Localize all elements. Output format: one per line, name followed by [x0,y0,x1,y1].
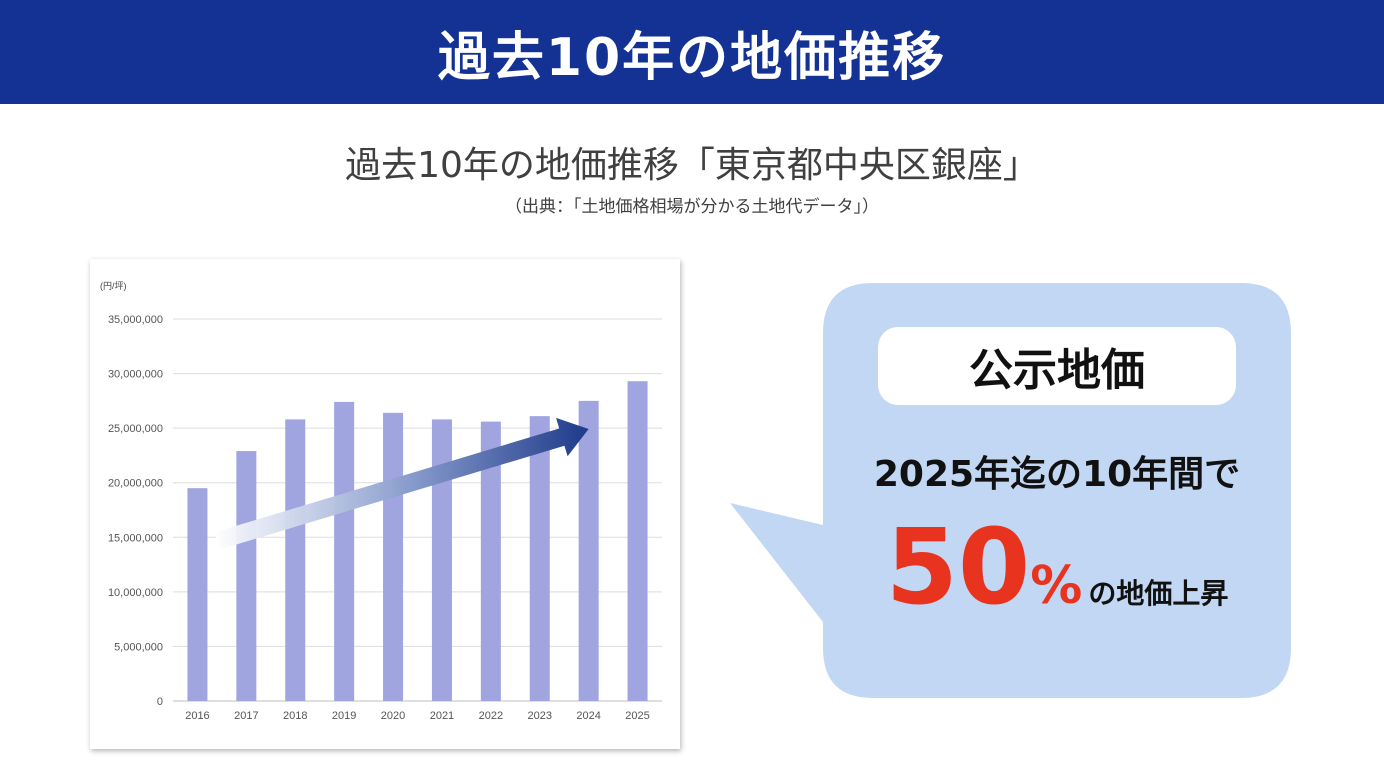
y-tick-label: 35,000,000 [108,314,163,326]
pill-label: 公示地価 [969,345,1145,396]
x-tick-label: 2025 [625,710,649,722]
x-tick-label: 2016 [185,710,209,722]
x-tick-label: 2024 [576,710,600,722]
percent-value: 50 [885,506,1031,628]
bar-2018 [285,419,306,701]
x-tick-label: 2022 [479,710,503,722]
x-tick-label: 2023 [528,710,552,722]
x-tick-label: 2017 [234,710,258,722]
chart-subtitle: 過去10年の地価推移「東京都中央区銀座」 [345,145,1039,186]
y-tick-label: 0 [157,696,163,708]
y-tick-label: 15,000,000 [108,532,163,544]
banner-title: 過去10年の地価推移 [437,27,947,88]
speech-bubble: 公示地価 2025年迄の10年間で 50 % の地価上昇 [823,283,1291,698]
source-note: （出典：「土地価格相場が分かる土地代データ」） [505,197,879,217]
header-banner: 過去10年の地価推移 [0,0,1384,104]
y-tick-label: 25,000,000 [108,423,163,435]
y-tick-label: 30,000,000 [108,369,163,381]
increase-label: の地価上昇 [1088,577,1229,610]
unit-label: (円/坪) [100,281,127,291]
chart-card: (円/坪) 0 5,000,000 10,000,000 15,000,000 20,00… [90,259,680,749]
trend-arrow-icon [214,417,589,550]
x-tick-label: 2020 [381,710,405,722]
increase-line: 50 % の地価上昇 [823,515,1291,619]
label-pill: 公示地価 [878,327,1236,405]
x-tick-label: 2019 [332,710,356,722]
bar-2021 [431,419,452,701]
bar-2023 [529,416,550,701]
x-tick-label: 2021 [430,710,454,722]
y-tick-label: 5,000,000 [114,641,163,653]
bar-2024 [578,400,599,701]
bar-2019 [334,401,355,701]
bar-2016 [187,488,208,701]
bar-2017 [236,451,257,701]
percent-sign: % [1030,556,1083,616]
bar-2022 [480,421,501,701]
bar-2025 [627,381,648,701]
y-tick-label: 10,000,000 [108,587,163,599]
x-tick-label: 2018 [283,710,307,722]
period-text: 2025年迄の10年間で [873,454,1241,495]
y-tick-label: 20,000,000 [108,478,163,490]
bar-chart: (円/坪) 0 5,000,000 10,000,000 15,000,000 20,00… [100,281,662,722]
